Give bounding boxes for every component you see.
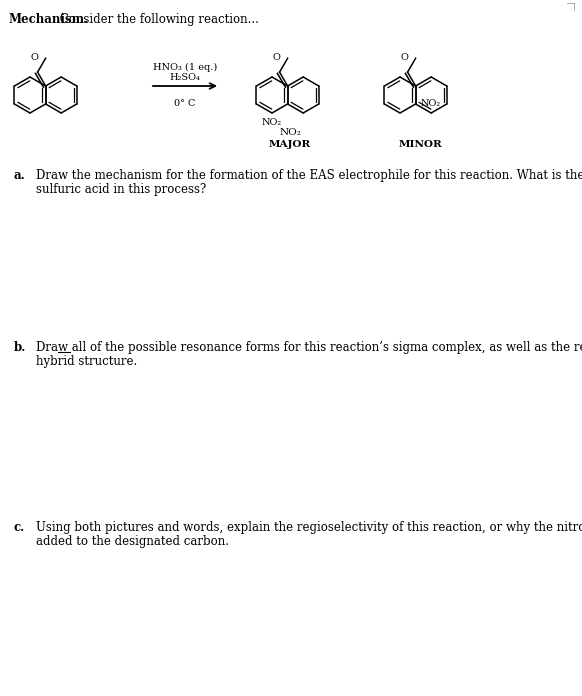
Text: NO₂: NO₂ <box>262 118 282 127</box>
Text: O: O <box>31 53 38 62</box>
Text: NO₂: NO₂ <box>279 128 301 137</box>
Text: Mechanism.: Mechanism. <box>8 13 88 26</box>
Text: O: O <box>400 53 409 62</box>
Text: MINOR: MINOR <box>398 140 442 149</box>
Text: b.: b. <box>14 341 26 354</box>
Text: Consider the following reaction...: Consider the following reaction... <box>56 13 259 26</box>
Text: O: O <box>272 53 281 62</box>
Text: NO₂: NO₂ <box>421 100 441 109</box>
Text: 0° C: 0° C <box>175 99 196 108</box>
Text: Draw all of the possible resonance forms for this reaction’s sigma complex, as w: Draw all of the possible resonance forms… <box>36 341 582 354</box>
Text: c.: c. <box>14 521 25 534</box>
Text: sulfuric acid in this process?: sulfuric acid in this process? <box>36 183 206 196</box>
Text: MAJOR: MAJOR <box>269 140 311 149</box>
Text: Using both pictures and words, explain the regioselectivity of this reaction, or: Using both pictures and words, explain t… <box>36 521 582 534</box>
Text: HNO₃ (1 eq.): HNO₃ (1 eq.) <box>153 63 217 72</box>
Text: H₂SO₄: H₂SO₄ <box>169 73 200 82</box>
Text: hybrid structure.: hybrid structure. <box>36 355 137 368</box>
Text: Draw the mechanism for the formation of the EAS electrophile for this reaction. : Draw the mechanism for the formation of … <box>36 169 582 182</box>
Text: a.: a. <box>14 169 26 182</box>
Text: added to the designated carbon.: added to the designated carbon. <box>36 535 229 548</box>
